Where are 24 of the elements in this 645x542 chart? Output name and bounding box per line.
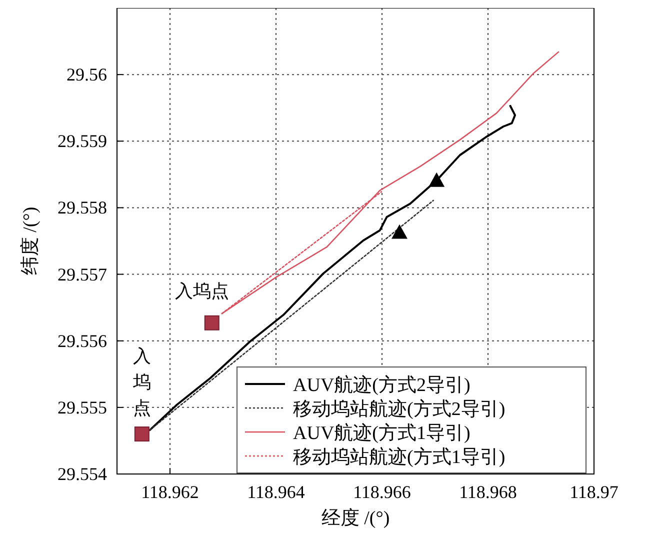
legend-label: AUV航迹(方式1导引) bbox=[293, 422, 470, 444]
legend-label: 移动坞站航迹(方式2导引) bbox=[293, 398, 506, 420]
point bbox=[428, 172, 445, 187]
x-tick-label: 118.962 bbox=[141, 482, 199, 502]
y-tick-label: 29.558 bbox=[58, 198, 107, 218]
y-tick-label: 29.554 bbox=[58, 464, 107, 484]
x-axis-title: 经度 /(°) bbox=[321, 507, 390, 529]
y-tick-label: 29.56 bbox=[66, 64, 107, 85]
point bbox=[204, 315, 220, 330]
x-tick-label: 118.966 bbox=[353, 482, 411, 502]
legend-label: AUV航迹(方式2导引) bbox=[293, 374, 470, 396]
annotation: 入坞点 bbox=[132, 346, 151, 418]
y-axis-title: 纬度 /(°) bbox=[19, 206, 41, 276]
point bbox=[134, 426, 150, 442]
y-tick-label: 29.555 bbox=[58, 397, 107, 418]
point bbox=[391, 224, 408, 239]
x-tick-label: 118.964 bbox=[247, 482, 305, 502]
annotation: 入坞点 bbox=[174, 280, 229, 301]
legend-label: 移动坞站航迹(方式1导引) bbox=[293, 446, 506, 468]
y-tick-label: 29.556 bbox=[58, 330, 107, 351]
y-tick-label: 29.559 bbox=[58, 131, 107, 152]
x-tick-label: 118.968 bbox=[459, 482, 517, 502]
y-tick-label: 29.557 bbox=[58, 264, 107, 284]
x-tick-label: 118.97 bbox=[570, 482, 618, 502]
